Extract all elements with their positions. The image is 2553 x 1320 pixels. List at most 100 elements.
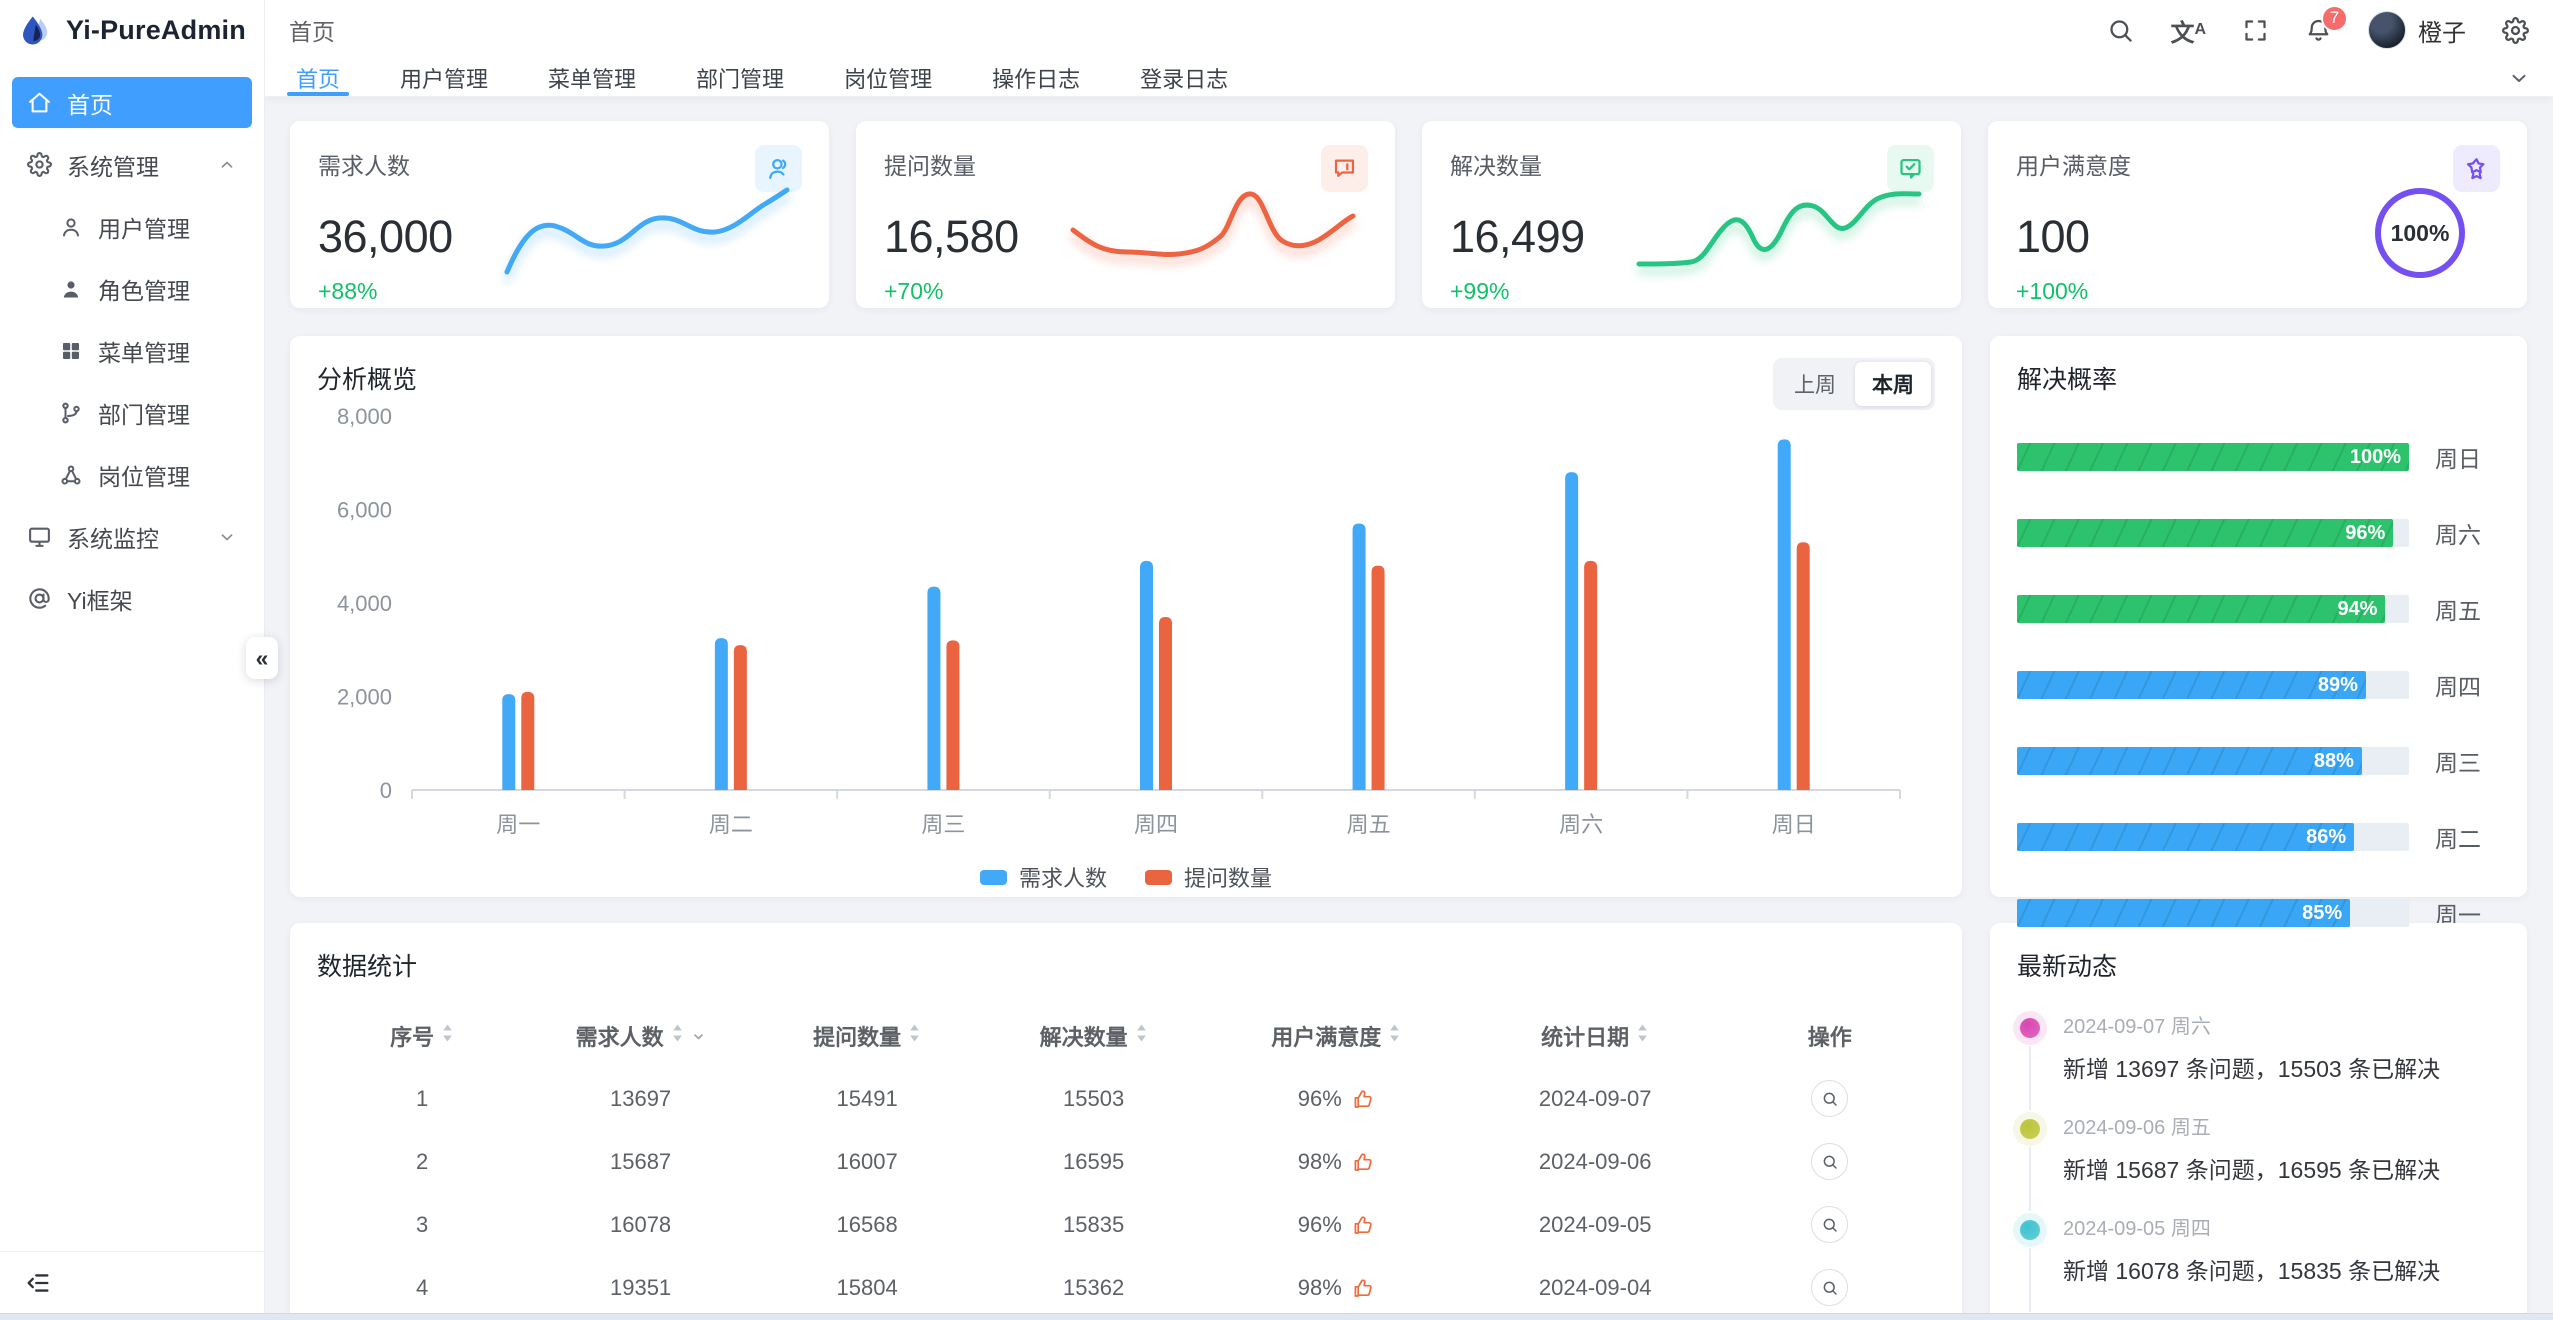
breadcrumb: 首页 <box>289 19 335 45</box>
legend-item-提问数量[interactable]: 提问数量 <box>1145 861 1272 893</box>
satisfaction-value: 96% <box>1297 1085 1342 1111</box>
solve-rate-panel: 解决概率 100% 周日 96% 周六 94% 周五 89% 周四 88% 周三 86% 周二 85% 周… <box>1990 336 2527 928</box>
sidebar-item-岗位管理[interactable]: 岗位管理 <box>12 449 252 500</box>
sidebar-item-label: 部门管理 <box>98 401 190 428</box>
timeline-dot <box>2020 1018 2040 1038</box>
svg-text:4,000: 4,000 <box>337 591 392 616</box>
timeline-date: 2024-09-07 周六 <box>2063 1016 2211 1038</box>
solve-day-label: 周六 <box>2435 522 2481 548</box>
stat-card-value: 16,580 <box>884 211 1019 262</box>
tab-菜单管理[interactable]: 菜单管理 <box>548 67 637 92</box>
sidebar-item-部门管理[interactable]: 部门管理 <box>12 387 252 438</box>
row-view-button[interactable] <box>1811 1206 1849 1243</box>
tab-登录日志[interactable]: 登录日志 <box>1140 67 1229 92</box>
solve-day-label: 周四 <box>2435 674 2481 700</box>
stat-card-value: 100 <box>2016 211 2090 262</box>
sidebar-collapse-handle[interactable]: « <box>246 637 278 679</box>
row-view-button[interactable] <box>1811 1080 1849 1117</box>
sidebar-footer <box>0 1251 264 1313</box>
tab-用户管理[interactable]: 用户管理 <box>400 67 489 92</box>
table-row: 1 13697 15491 15503 96% 2024-09-07 <box>317 1067 1935 1130</box>
row-view-button[interactable] <box>1811 1143 1849 1180</box>
solve-row-周日: 100% 周日 <box>2017 440 2500 474</box>
svg-text:2,000: 2,000 <box>337 685 392 710</box>
sort-caret-icon[interactable] <box>908 1023 921 1049</box>
column-header-content[interactable]: 需求人数 <box>576 1020 706 1052</box>
bell-icon[interactable]: 7 <box>2305 4 2348 44</box>
table-cell: 16007 <box>836 1148 898 1174</box>
progress-track: 88% <box>2017 747 2409 775</box>
satisfaction-content: 96% <box>1298 1212 1375 1238</box>
table-row: 2 15687 16007 16595 98% 2024-09-06 <box>317 1130 1935 1193</box>
stat-card-value: 36,000 <box>318 211 453 262</box>
column-header-content[interactable]: 序号 <box>390 1020 454 1052</box>
sort-caret-icon[interactable] <box>671 1023 684 1049</box>
sidebar-item-首页[interactable]: 首页 <box>12 77 252 128</box>
stat-card-delta: +99% <box>1450 278 1510 304</box>
tab-操作日志[interactable]: 操作日志 <box>992 67 1081 92</box>
toggle-本周[interactable]: 本周 <box>1855 362 1931 406</box>
column-header-label: 用户满意度 <box>1271 1025 1382 1050</box>
sidebar-item-Yi框架[interactable]: Yi框架 <box>12 573 252 624</box>
sidebar-item-系统管理[interactable]: 系统管理 <box>12 139 252 190</box>
avatar[interactable] <box>2368 11 2406 49</box>
sparkline <box>504 187 790 275</box>
legend-label: 需求人数 <box>1018 866 1107 891</box>
sort-caret-icon[interactable] <box>1636 1023 1649 1049</box>
settings-icon[interactable] <box>2502 16 2529 44</box>
legend-swatch <box>979 869 1007 885</box>
stat-card-icon-wrap <box>755 145 802 192</box>
progress-track: 96% <box>2017 519 2409 547</box>
chevron-down-icon <box>2507 66 2531 90</box>
column-header-用户满意度: 用户满意度 <box>1207 1005 1466 1067</box>
table-cell: 4 <box>416 1274 429 1300</box>
progress-fill: 89% <box>2017 671 2366 699</box>
chart-legend: 需求人数 提问数量 <box>317 861 1935 893</box>
column-header-content[interactable]: 解决数量 <box>1040 1020 1148 1052</box>
tab-岗位管理[interactable]: 岗位管理 <box>844 67 933 92</box>
sort-caret-icon[interactable] <box>1135 1023 1148 1049</box>
sidebar-item-label: 角色管理 <box>98 277 190 304</box>
app-title: Yi-PureAdmin <box>66 14 246 45</box>
sidebar-item-角色管理[interactable]: 角色管理 <box>12 263 252 314</box>
sidebar-item-系统监控[interactable]: 系统监控 <box>12 511 252 562</box>
collapse-sidebar-icon[interactable] <box>24 1269 52 1297</box>
legend-item-需求人数[interactable]: 需求人数 <box>979 861 1107 893</box>
table-cell: 16568 <box>836 1211 898 1237</box>
search-icon[interactable] <box>2107 17 2134 44</box>
sidebar-menu: 首页系统管理用户管理角色管理菜单管理部门管理岗位管理系统监控 Yi框架 <box>0 60 264 641</box>
horizontal-scrollbar[interactable] <box>0 1313 2553 1320</box>
sort-caret-icon[interactable] <box>441 1023 454 1049</box>
column-header-解决数量: 解决数量 <box>980 1005 1207 1067</box>
solve-row-周六: 96% 周六 <box>2017 516 2500 550</box>
tab-more-button[interactable] <box>2507 60 2531 96</box>
row-view-button[interactable] <box>1811 1269 1849 1306</box>
column-header-content[interactable]: 提问数量 <box>813 1020 921 1052</box>
column-header-label: 统计日期 <box>1541 1025 1630 1050</box>
thumb-up-icon <box>1351 1087 1375 1111</box>
toggle-上周[interactable]: 上周 <box>1777 362 1853 406</box>
filter-caret-icon[interactable] <box>691 1029 706 1044</box>
tab-部门管理[interactable]: 部门管理 <box>696 67 785 92</box>
user-menu[interactable]: 橙子 <box>2368 11 2466 49</box>
analysis-title: 分析概览 <box>317 366 418 394</box>
column-header-label: 提问数量 <box>813 1025 902 1050</box>
satisfaction-content: 98% <box>1298 1275 1375 1301</box>
column-header-content[interactable]: 统计日期 <box>1541 1020 1649 1052</box>
svg-text:周四: 周四 <box>1134 812 1178 837</box>
sidebar-item-菜单管理[interactable]: 菜单管理 <box>12 325 252 376</box>
fullscreen-icon[interactable] <box>2242 17 2269 44</box>
satisfaction-value: 98% <box>1297 1274 1342 1300</box>
stat-card-icon-wrap <box>1321 145 1368 192</box>
column-header-需求人数: 需求人数 <box>527 1005 754 1067</box>
progress-track: 89% <box>2017 671 2409 699</box>
tab-首页[interactable]: 首页 <box>287 60 350 96</box>
sidebar-item-用户管理[interactable]: 用户管理 <box>12 201 252 252</box>
column-header-content[interactable]: 用户满意度 <box>1271 1020 1401 1052</box>
timeline-text: 新增 15687 条问题，16595 条已解决 <box>2063 1157 2441 1183</box>
svg-text:0: 0 <box>380 778 392 803</box>
sort-caret-icon[interactable] <box>1388 1023 1401 1049</box>
solve-day-label: 周三 <box>2435 750 2481 776</box>
